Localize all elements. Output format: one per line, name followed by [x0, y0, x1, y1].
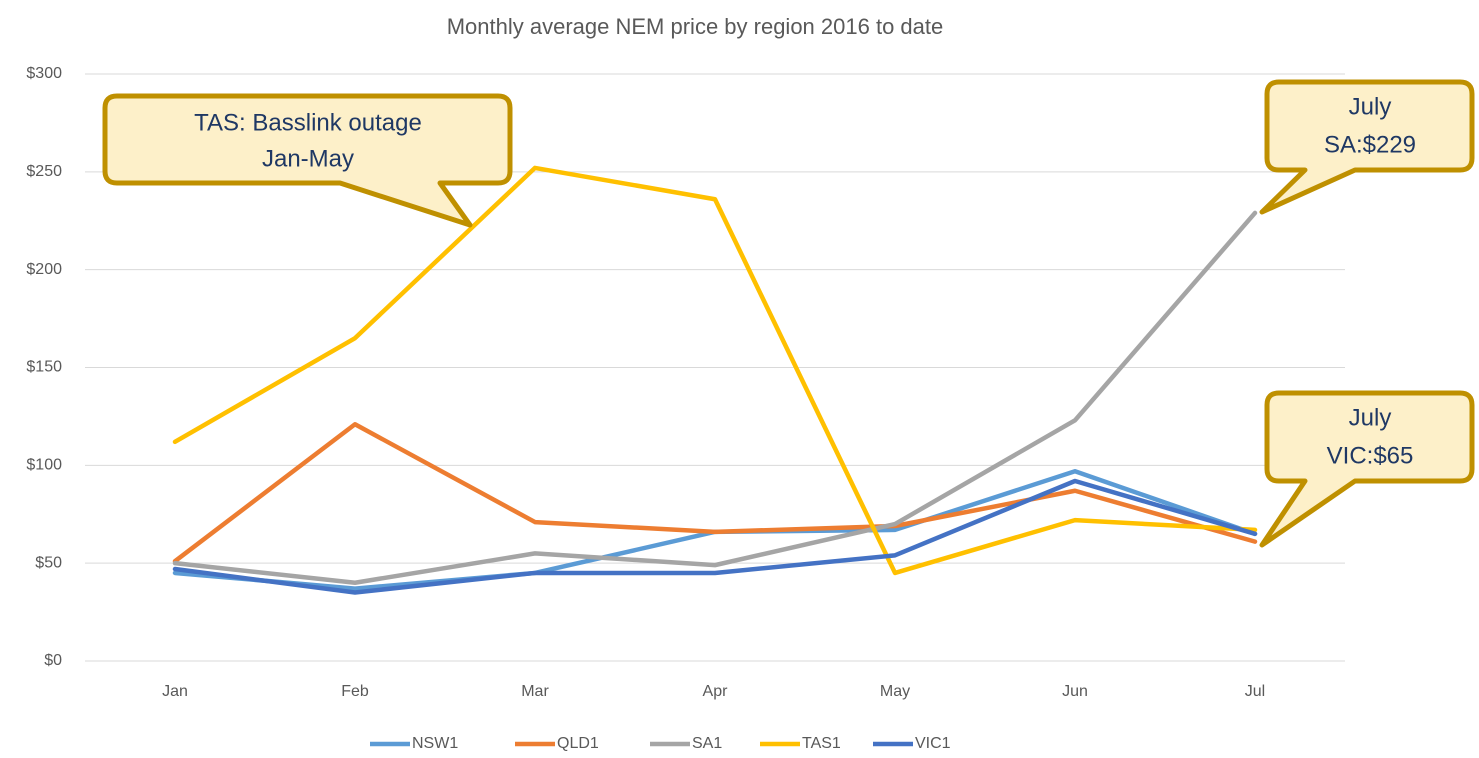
y-tick-label: $150 [26, 359, 62, 376]
legend-label: SA1 [692, 735, 722, 752]
callout-text: TAS: Basslink outage [194, 109, 422, 136]
x-tick-label: Feb [341, 683, 369, 700]
callout: July SA:$229 [1259, 79, 1475, 215]
legend: NSW1 QLD1 SA1 TAS1 VIC1 [370, 735, 951, 752]
y-tick-label: $300 [26, 65, 62, 82]
x-tick-label: Jan [162, 683, 188, 700]
callout-text: SA:$229 [1324, 131, 1416, 158]
callout: TAS: Basslink outage Jan-May [102, 93, 513, 228]
y-tick-label: $200 [26, 261, 62, 278]
x-tick-label: Jun [1062, 683, 1088, 700]
callout-text: July [1349, 404, 1392, 431]
callout: July VIC:$65 [1259, 390, 1475, 548]
y-tick-label: $250 [26, 163, 62, 180]
callout-text: VIC:$65 [1327, 442, 1414, 469]
chart-title: Monthly average NEM price by region 2016… [447, 14, 944, 39]
callout-text: Jan-May [262, 145, 354, 172]
y-tick-label: $0 [44, 652, 62, 669]
callout-shape [1259, 390, 1475, 548]
legend-label: VIC1 [915, 735, 951, 752]
series-line [172, 210, 1258, 585]
callout-text: July [1349, 93, 1392, 120]
series-line [172, 165, 1258, 576]
series-line [172, 421, 1258, 564]
series-line [172, 478, 1258, 595]
legend-label: TAS1 [802, 735, 841, 752]
legend-label: QLD1 [557, 735, 599, 752]
x-tick-label: Apr [703, 683, 729, 700]
callout-shape [1259, 79, 1475, 215]
x-tick-label: Mar [521, 683, 549, 700]
x-tick-label: May [880, 683, 910, 700]
callout-shape [102, 93, 513, 228]
x-tick-label: Jul [1245, 683, 1265, 700]
y-tick-label: $100 [26, 457, 62, 474]
y-tick-label: $50 [35, 554, 62, 571]
legend-label: NSW1 [412, 735, 458, 752]
